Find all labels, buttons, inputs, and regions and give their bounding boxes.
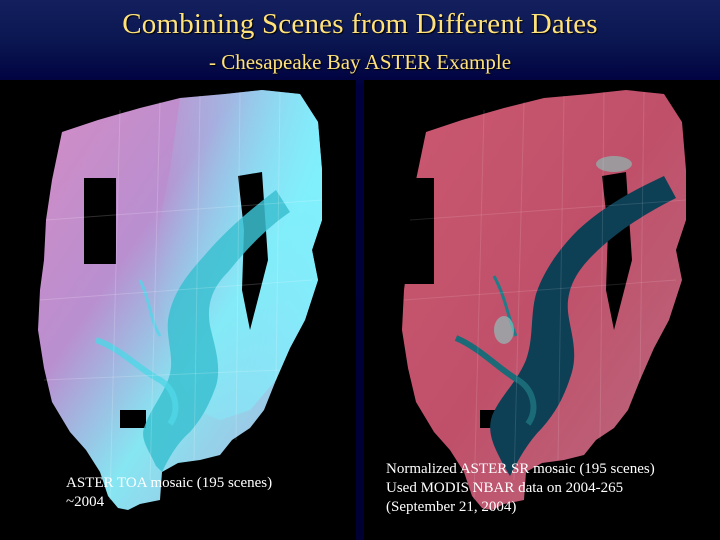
toa-water-bay: [143, 190, 290, 472]
aster-sr-mosaic-image: [402, 90, 687, 510]
left-mosaic-panel: [0, 80, 356, 540]
right-caption-line2: Used MODIS NBAR data on 2004-265: [386, 480, 624, 496]
right-caption-line3: (September 21, 2004): [386, 499, 517, 515]
slide-title: Combining Scenes from Different Dates: [122, 8, 598, 40]
left-caption-line1: ASTER TOA mosaic (195 scenes): [66, 475, 273, 491]
left-caption: ASTER TOA mosaic (195 scenes) ~2004: [66, 474, 346, 512]
sr-water-bay: [490, 176, 676, 476]
right-caption-line1: Normalized ASTER SR mosaic (195 scenes): [386, 461, 655, 477]
aster-toa-mosaic-image: [38, 90, 323, 510]
right-caption: Normalized ASTER SR mosaic (195 scenes) …: [386, 460, 716, 517]
left-caption-line2: ~2004: [66, 494, 105, 510]
slide-subtitle: - Chesapeake Bay ASTER Example: [208, 50, 512, 74]
right-mosaic-panel: [364, 80, 720, 540]
